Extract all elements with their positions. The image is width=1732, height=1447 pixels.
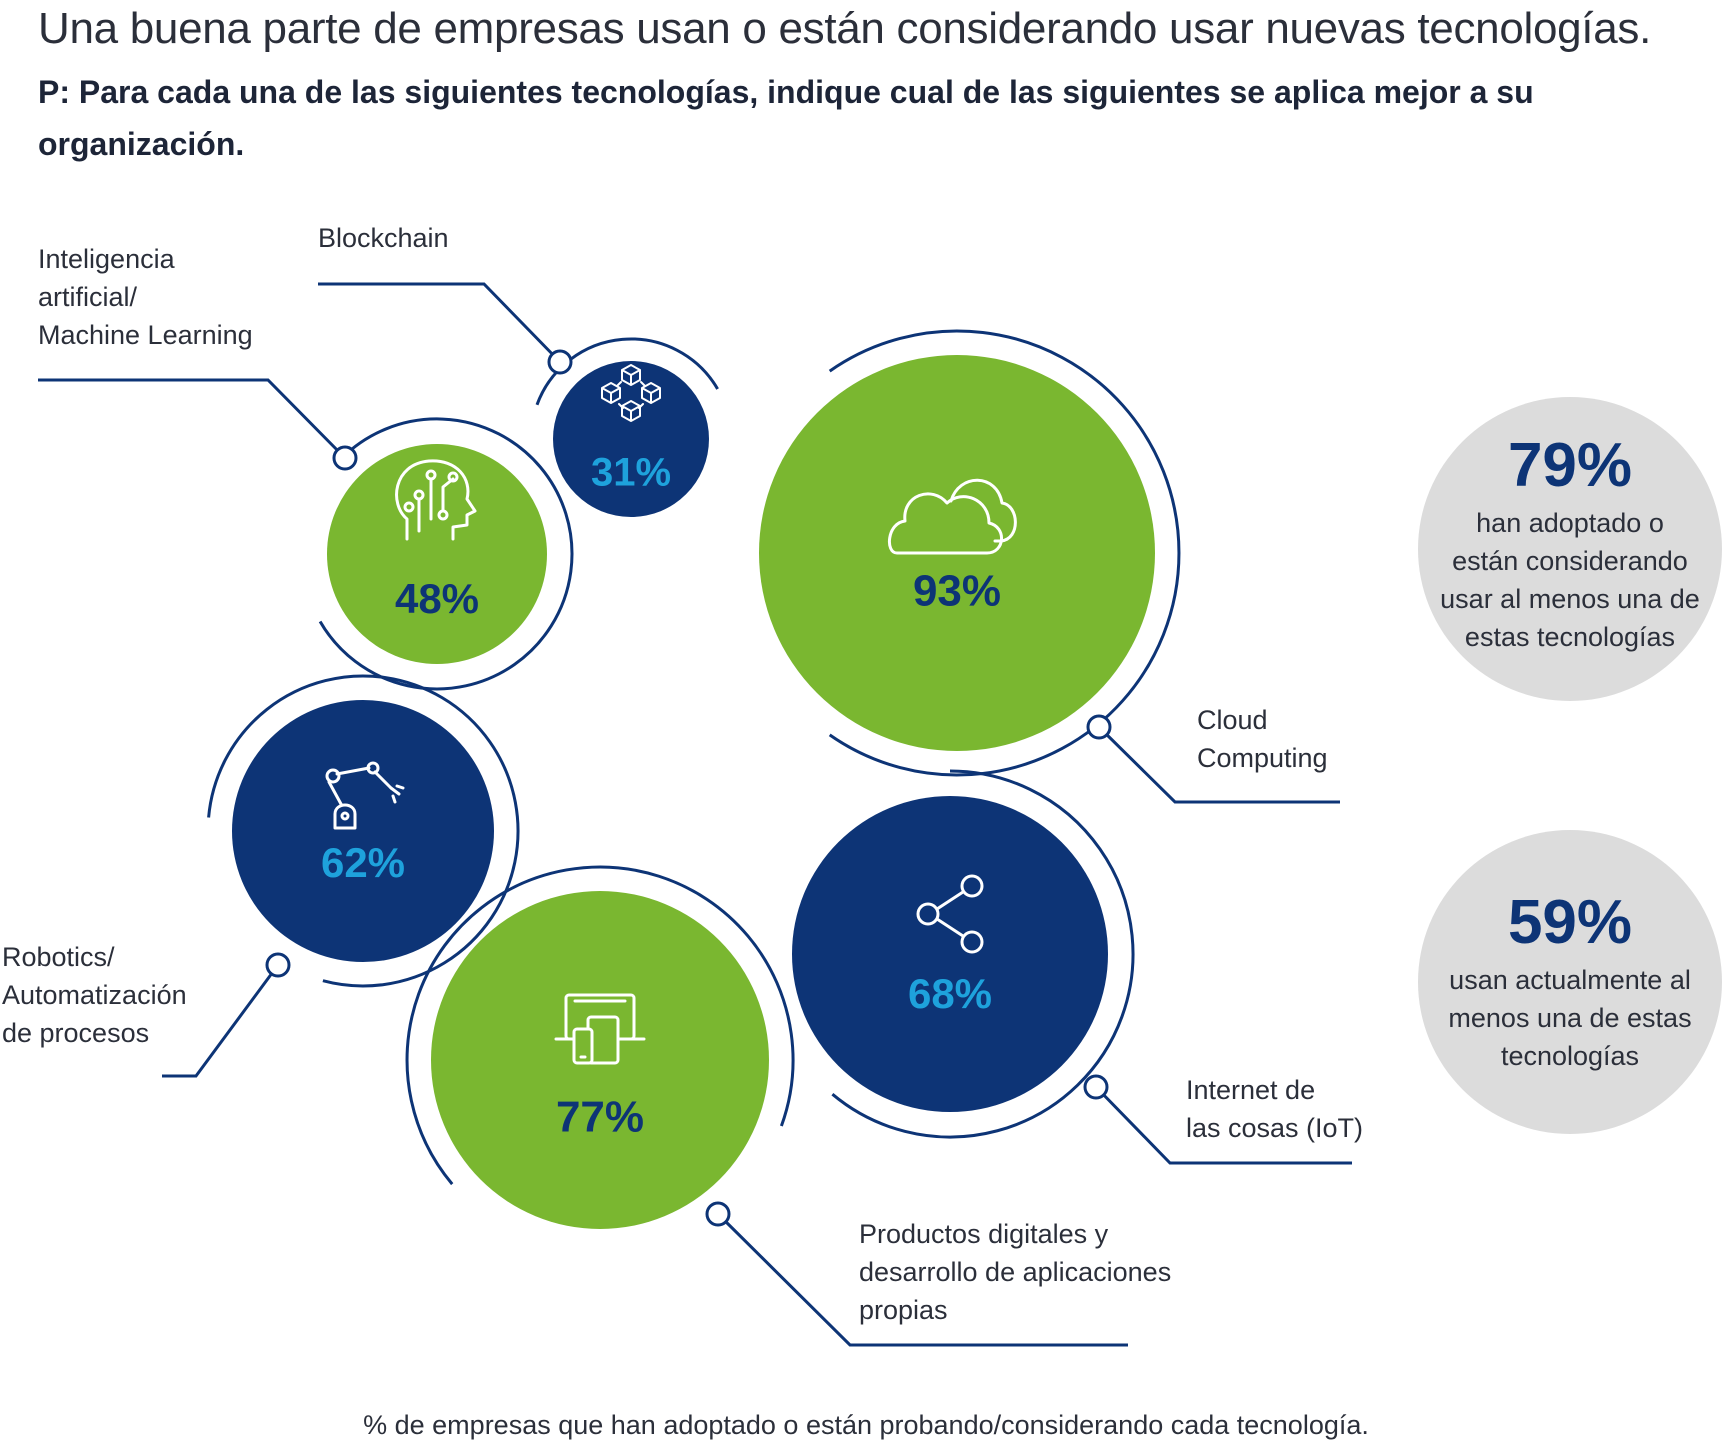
bubble-1: 48% Inteligencia artificial/Machine Learni… <box>38 244 574 691</box>
leader-dot <box>1086 714 1112 740</box>
leader-dot <box>1083 1074 1109 1100</box>
leader-line <box>38 378 347 460</box>
leader-dot <box>265 952 291 978</box>
ring-arc <box>828 329 1181 777</box>
summary-2: 59% usan actualmente al menos una de estas… <box>1418 830 1722 1134</box>
bubble-circle <box>232 700 494 962</box>
page-subtitle: P: Para cada una de las siguientes tecno… <box>38 74 1534 162</box>
bubble-value: 62% <box>321 839 405 886</box>
leader-dot <box>705 1201 731 1227</box>
bubble-label: Internet de las cosas (IoT) <box>1186 1075 1363 1143</box>
bubble-label: Blockchain <box>318 223 449 253</box>
summary-circle <box>1418 830 1722 1134</box>
robot-arm-icon <box>325 761 405 830</box>
summary-1: 79% han adoptado o están considerando usar … <box>1418 397 1722 701</box>
summary-value: 59% <box>1508 888 1632 957</box>
bubble-6: 68% Internet de las cosas (IoT) <box>792 769 1363 1165</box>
ring-arc <box>831 769 1135 1139</box>
ring-arc <box>207 674 520 988</box>
leader-line <box>318 282 562 364</box>
bubble-2: 31% Blockchain <box>318 223 719 517</box>
bubble-value: 93% <box>913 567 1001 616</box>
summary-value: 79% <box>1508 431 1632 500</box>
ring-arc <box>405 865 795 1186</box>
cloud-icon <box>888 478 1017 555</box>
bubble-value: 31% <box>591 450 671 494</box>
leader-dot <box>332 445 358 471</box>
leader-line <box>1097 725 1340 804</box>
bubble-value: 77% <box>556 1093 644 1142</box>
bubble-circle <box>792 796 1108 1112</box>
bubble-label: Cloud Computing <box>1197 705 1328 773</box>
bubble-4: 62% Robotics/Automatización de procesos <box>2 674 520 1078</box>
leader-line <box>162 964 280 1078</box>
summary-text: usan actualmente al menos una de estas tec… <box>1448 965 1691 1071</box>
footnote: % de empresas que han adoptado o están p… <box>363 1410 1369 1440</box>
blockchain-cubes-icon <box>601 364 661 422</box>
bubble-value: 48% <box>395 575 479 622</box>
bubble-label: Inteligencia artificial/Machine Learning <box>38 244 253 350</box>
summary-circle <box>1418 397 1722 701</box>
bubble-3: 93% Cloud Computing <box>759 329 1340 804</box>
leader-line <box>716 1212 1128 1347</box>
bubble-label: Robotics/Automatización de procesos <box>2 942 187 1048</box>
bubble-circle <box>327 444 547 664</box>
brain-circuit-icon <box>395 459 477 541</box>
devices-icon <box>554 993 646 1065</box>
page-title: Una buena parte de empresas usan o están… <box>38 4 1652 53</box>
bubble-value: 68% <box>908 970 992 1017</box>
ring-arc <box>318 417 574 691</box>
summary-text: han adoptado o están considerando usar al … <box>1440 508 1700 652</box>
ring-arc <box>535 337 719 406</box>
bubble-circle <box>553 361 709 517</box>
leader-dot <box>547 349 573 375</box>
leader-line <box>1094 1085 1352 1165</box>
bubble-label: Productos digitales y desarrollo de aplic… <box>859 1219 1171 1325</box>
bubble-5: 77% Productos digitales y desarrollo de ap… <box>405 865 1171 1347</box>
share-nodes-icon <box>916 874 984 954</box>
